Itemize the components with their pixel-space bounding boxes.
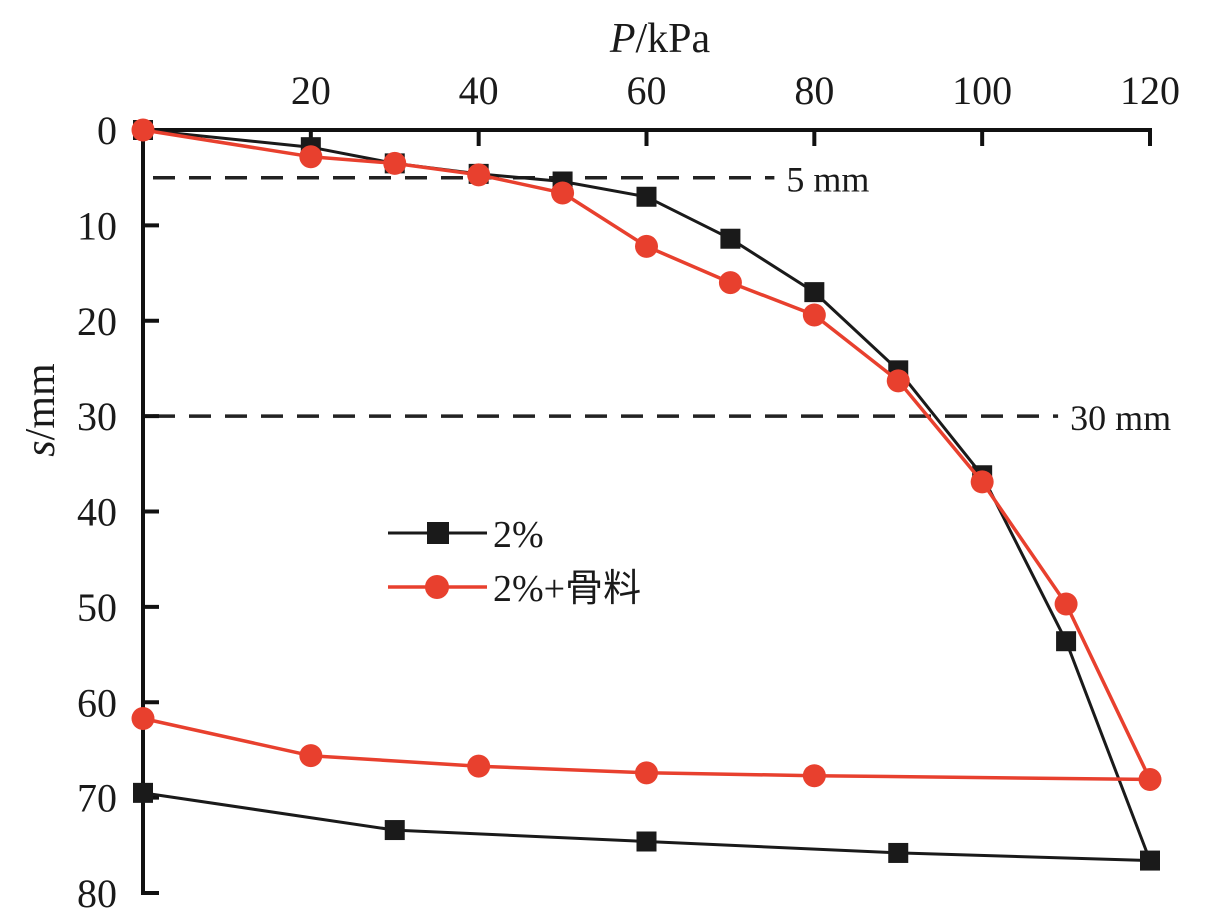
y-tick-label: 40: [77, 490, 117, 535]
series-layer: [131, 118, 1162, 871]
data-point: [804, 282, 825, 303]
y-tick-label: 20: [77, 299, 117, 344]
data-point: [299, 145, 323, 169]
x-tick-label: 40: [459, 68, 499, 113]
data-point: [299, 744, 323, 768]
series-red: [131, 118, 1162, 792]
data-point: [886, 369, 910, 393]
data-point: [636, 831, 657, 852]
y-axis-title-unit: /mm: [18, 363, 64, 440]
reference-lines: 5 mm 30 mm: [153, 160, 1171, 438]
x-tick-label: 80: [794, 68, 834, 113]
legend-item: 2%+骨料: [388, 568, 641, 610]
y-tick-label: 50: [77, 585, 117, 630]
y-tick-label: 10: [77, 203, 117, 248]
data-point: [802, 303, 826, 327]
y-axis-title-var: s: [18, 440, 64, 456]
x-axis-title: P/kPa: [609, 16, 711, 62]
series-line: [142, 128, 1152, 782]
x-tick-label: 120: [1120, 68, 1180, 113]
data-point: [888, 842, 909, 863]
legend-item: 2%: [388, 514, 544, 556]
reference-line-label: 5 mm: [786, 160, 869, 200]
data-point: [133, 782, 153, 803]
data-point: [384, 820, 405, 841]
data-point: [635, 234, 658, 258]
y-tick-label: 80: [77, 871, 117, 916]
x-axis-title-unit: /kPa: [635, 16, 710, 62]
x-axis-title-var: P: [609, 16, 636, 62]
y-tick-label: 30: [77, 394, 117, 439]
x-tick-label: 100: [952, 68, 1012, 113]
data-point: [1140, 850, 1160, 871]
legend-marker-square: [427, 522, 449, 544]
data-point: [1138, 768, 1162, 792]
series-black: [133, 120, 1160, 871]
data-point: [551, 181, 575, 205]
x-tick-label: 60: [627, 68, 667, 113]
axes: 20 40 60 80 100 120 0 10 20 30 40 50 60 70 80: [77, 68, 1180, 916]
data-point: [720, 228, 741, 249]
legend: 2% 2%+骨料: [388, 514, 641, 610]
data-point: [131, 118, 155, 142]
data-point: [718, 271, 742, 295]
data-point: [635, 761, 658, 785]
data-point: [467, 163, 491, 187]
y-axis-title: s/mm: [18, 363, 64, 457]
x-tick-label: 20: [291, 68, 331, 113]
y-tick-label: 60: [77, 680, 117, 725]
data-point: [802, 764, 826, 788]
data-point: [383, 151, 407, 175]
y-tick-label: 0: [97, 108, 117, 153]
legend-marker-circle: [425, 575, 449, 599]
reference-line-label: 30 mm: [1070, 398, 1171, 438]
data-point: [970, 470, 994, 494]
data-point: [636, 186, 657, 207]
legend-label: 2%: [493, 514, 544, 556]
data-point: [1054, 592, 1078, 616]
data-point: [131, 706, 155, 730]
data-point: [1056, 631, 1077, 652]
y-tick-label: 70: [77, 776, 117, 821]
data-point: [467, 754, 491, 778]
legend-label: 2%+骨料: [493, 568, 641, 610]
